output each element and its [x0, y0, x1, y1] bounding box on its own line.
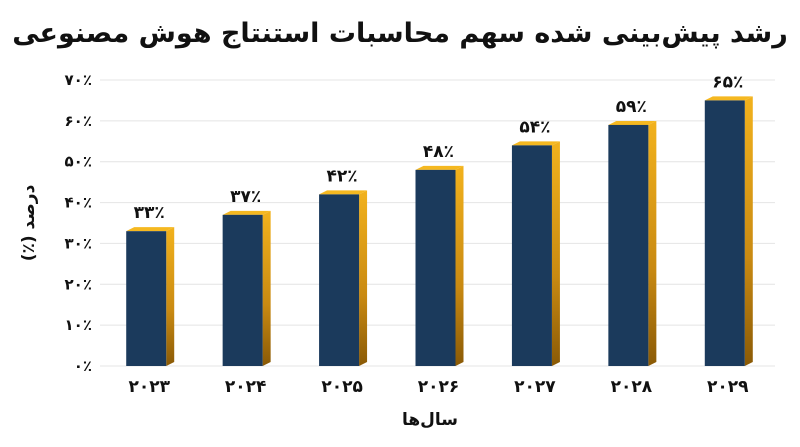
x-tick-label: ۲۰۲۸ [611, 377, 653, 397]
bars [126, 96, 753, 366]
bar-top [126, 227, 175, 232]
bar-front [511, 145, 552, 366]
data-label: ۳۳٪ [134, 203, 165, 223]
y-tick-label: ۳۰٪ [65, 234, 92, 252]
bar [511, 141, 560, 366]
x-tick-label: ۲۰۲۴ [225, 377, 267, 397]
x-tick-label: ۲۰۲۷ [514, 377, 556, 397]
data-label: ۵۴٪ [519, 117, 550, 137]
y-tick-label: ۷۰٪ [65, 71, 92, 89]
bar-side [455, 165, 464, 366]
x-tick-label: ۲۰۲۳ [128, 377, 170, 397]
bar-front [319, 194, 360, 366]
bar-front [222, 214, 263, 366]
y-tick-label: ۰٪ [74, 357, 92, 375]
data-labels: ۳۳٪ ۳۷٪ ۴۲٪ ۴۸٪ ۵۴٪ ۵۹٪ ۶۵٪ [134, 72, 744, 223]
bar-front [704, 100, 745, 366]
x-tick-label: ۲۰۲۹ [707, 377, 749, 397]
bar-top [415, 165, 464, 170]
x-axis-label: سال‌ها [402, 410, 458, 430]
bar [415, 165, 464, 366]
y-tick-label: ۵۰٪ [65, 153, 92, 171]
bar-top [608, 120, 657, 125]
bar-top [222, 210, 271, 215]
x-tick-label: ۲۰۲۶ [418, 377, 460, 397]
x-tick-label: ۲۰۲۵ [321, 377, 363, 397]
bar-side [166, 227, 175, 366]
bar [319, 190, 368, 366]
y-tick-label: ۱۰٪ [65, 316, 92, 334]
bar [126, 227, 175, 366]
bar-top [511, 141, 560, 146]
y-tick-label: ۲۰٪ [65, 275, 92, 293]
bar-side [262, 210, 271, 366]
y-tick-label: ۶۰٪ [65, 112, 92, 130]
y-axis-label: درصد (٪) [19, 184, 39, 261]
bar-front [415, 169, 456, 366]
data-label: ۳۷٪ [230, 187, 261, 207]
bar [704, 96, 753, 366]
data-label: ۴۲٪ [327, 166, 358, 186]
bar-top [704, 96, 753, 101]
bar-side [359, 190, 368, 366]
bar-side [551, 141, 560, 366]
data-label: ۴۸٪ [423, 142, 454, 162]
bar-front [126, 231, 167, 366]
data-label: ۶۵٪ [712, 72, 743, 92]
x-axis-ticks: ۲۰۲۳ ۲۰۲۴ ۲۰۲۵ ۲۰۲۶ ۲۰۲۷ ۲۰۲۸ ۲۰۲۹ [128, 377, 749, 397]
y-axis-ticks: ۰٪ ۱۰٪ ۲۰٪ ۳۰٪ ۴۰٪ ۵۰٪ ۶۰٪ ۷۰٪ [65, 71, 92, 375]
chart-title: رشد پیش‌بینی شده سهم محاسبات استنتاج هوش… [12, 18, 788, 49]
bar-side [744, 96, 753, 366]
bar-top [319, 190, 368, 195]
y-tick-label: ۴۰٪ [65, 194, 92, 212]
bar [608, 120, 657, 366]
data-label: ۵۹٪ [616, 97, 647, 117]
bar [222, 210, 271, 366]
bar-side [648, 120, 657, 366]
bar-front [608, 124, 649, 366]
